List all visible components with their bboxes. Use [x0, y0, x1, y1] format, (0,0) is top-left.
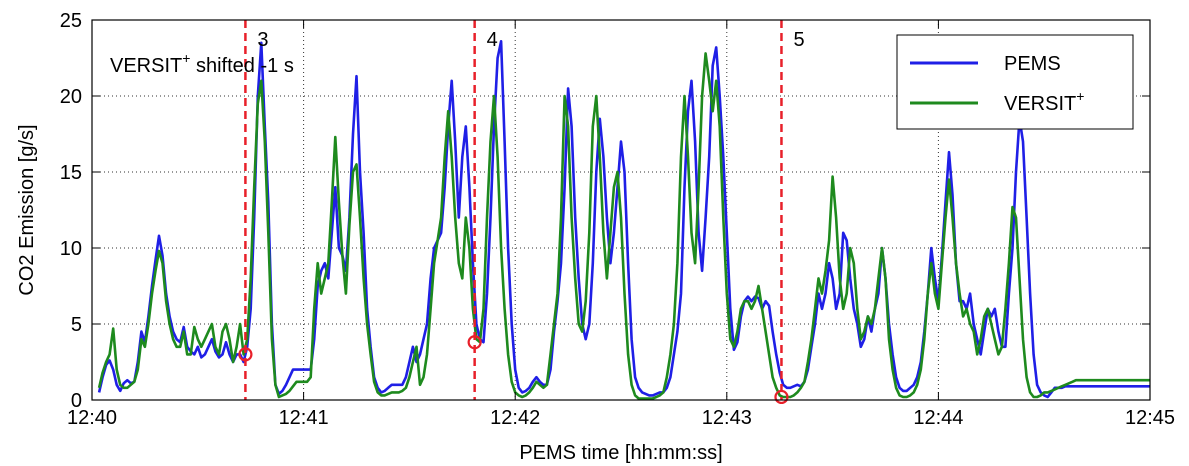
event-marker-label: 5 — [793, 29, 804, 51]
y-tick-label: 10 — [60, 238, 82, 260]
annotation-sup: + — [182, 50, 190, 66]
y-tick-label: 0 — [71, 390, 82, 412]
event-marker-point — [774, 389, 789, 405]
legend-label-pems: PEMS — [1004, 53, 1061, 75]
x-tick-label: 12:44 — [913, 407, 963, 429]
annotation-main: VERSIT — [110, 55, 182, 77]
x-tick-label: 12:41 — [279, 407, 329, 429]
x-tick-label: 12:45 — [1125, 407, 1175, 429]
y-axis-label: CO2 Emission [g/s] — [16, 124, 38, 295]
annotation-text: VERSIT+ shifted -1 s — [110, 50, 294, 77]
x-axis-label: PEMS time [hh:mm:ss] — [519, 442, 722, 464]
y-tick-label: 5 — [71, 314, 82, 336]
event-marker-label: 3 — [257, 29, 268, 51]
y-tick-label: 15 — [60, 162, 82, 184]
plot-frame — [91, 19, 1151, 401]
series-layer — [97, 40, 1150, 400]
x-tick-label: 12:42 — [490, 407, 540, 429]
y-tick-label: 25 — [60, 10, 82, 32]
x-tick-label: 12:40 — [67, 407, 117, 429]
legend: PEMS VERSIT+ — [896, 34, 1134, 130]
legend-box — [896, 34, 1134, 130]
annotation-rest: shifted -1 s — [190, 55, 293, 77]
series-line-versit — [97, 52, 1150, 400]
y-tick-label: 20 — [60, 86, 82, 108]
axis-ticks: 12:40 12:41 12:42 12:43 12:44 12:45 0 5 10 15 20 25 — [60, 10, 1175, 429]
event-marker-point — [238, 347, 253, 362]
marker-layer: 3 4 5 — [238, 20, 805, 405]
legend-label-versit: VERSIT+ — [1004, 88, 1084, 115]
event-marker-label: 4 — [487, 29, 498, 51]
x-tick-label: 12:43 — [702, 407, 752, 429]
event-marker-point — [467, 335, 482, 350]
